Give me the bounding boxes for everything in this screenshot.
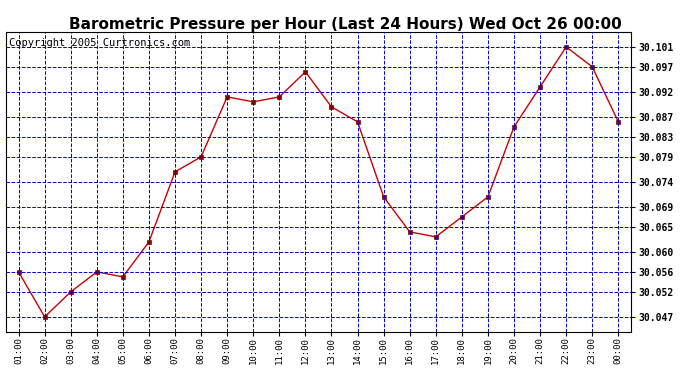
Text: Copyright 2005 Curtronics.com: Copyright 2005 Curtronics.com xyxy=(9,38,190,48)
Text: Barometric Pressure per Hour (Last 24 Hours) Wed Oct 26 00:00: Barometric Pressure per Hour (Last 24 Ho… xyxy=(68,17,622,32)
